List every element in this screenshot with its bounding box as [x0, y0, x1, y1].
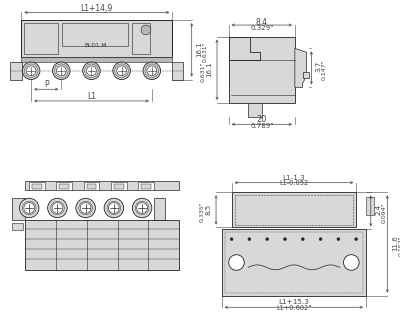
- Text: 11.6: 11.6: [392, 235, 398, 251]
- Text: L1: L1: [87, 92, 96, 101]
- Bar: [248, 103, 262, 117]
- Bar: [87, 184, 96, 188]
- Circle shape: [344, 255, 359, 270]
- Circle shape: [80, 203, 91, 213]
- Polygon shape: [229, 37, 260, 60]
- Polygon shape: [295, 48, 306, 87]
- Circle shape: [48, 198, 67, 218]
- Bar: [56, 182, 72, 189]
- Text: 2.4: 2.4: [376, 204, 382, 215]
- Text: 0.631": 0.631": [201, 61, 206, 82]
- Circle shape: [56, 66, 66, 75]
- Circle shape: [52, 62, 70, 79]
- Circle shape: [52, 203, 63, 213]
- Circle shape: [108, 203, 119, 213]
- Circle shape: [24, 203, 34, 213]
- Bar: [172, 62, 183, 79]
- Circle shape: [113, 62, 130, 79]
- Circle shape: [301, 238, 304, 240]
- Circle shape: [230, 238, 233, 240]
- Text: L1+14,9: L1+14,9: [81, 4, 113, 13]
- Circle shape: [337, 238, 340, 240]
- Text: 0.094": 0.094": [382, 202, 387, 223]
- Text: L1-0.052: L1-0.052: [279, 180, 308, 186]
- Bar: [25, 220, 179, 270]
- Text: 0.335": 0.335": [200, 201, 205, 222]
- Bar: [225, 232, 363, 293]
- Bar: [24, 23, 58, 54]
- Text: 16.1: 16.1: [206, 61, 212, 77]
- Bar: [111, 182, 126, 189]
- Bar: [132, 23, 150, 54]
- Bar: [25, 181, 179, 190]
- Text: 0.789": 0.789": [250, 123, 274, 129]
- Circle shape: [355, 238, 358, 240]
- Bar: [138, 182, 154, 189]
- Bar: [222, 229, 366, 296]
- Bar: [84, 182, 99, 189]
- Bar: [12, 198, 25, 220]
- Circle shape: [319, 238, 322, 240]
- Bar: [22, 57, 172, 62]
- Bar: [154, 222, 164, 230]
- Bar: [32, 184, 42, 188]
- Text: 0.329": 0.329": [250, 25, 274, 31]
- Text: 3.7: 3.7: [315, 60, 321, 71]
- Circle shape: [83, 62, 100, 79]
- Circle shape: [266, 238, 269, 240]
- Text: L1+15.3: L1+15.3: [278, 299, 309, 305]
- Text: P: P: [44, 80, 48, 89]
- Circle shape: [22, 62, 40, 79]
- Circle shape: [137, 203, 148, 213]
- Circle shape: [26, 66, 36, 75]
- Bar: [234, 195, 353, 224]
- Text: 20: 20: [256, 115, 267, 124]
- Text: L1-1.3: L1-1.3: [282, 175, 305, 181]
- Circle shape: [284, 238, 286, 240]
- Circle shape: [141, 25, 151, 35]
- Text: 8.4: 8.4: [256, 18, 268, 27]
- Bar: [154, 198, 166, 220]
- Text: 16.1: 16.1: [196, 41, 202, 57]
- Text: 0.147": 0.147": [322, 59, 326, 80]
- Text: L1+0.602": L1+0.602": [276, 305, 312, 311]
- Circle shape: [229, 255, 244, 270]
- Circle shape: [147, 66, 157, 75]
- Bar: [232, 192, 356, 227]
- Bar: [229, 37, 295, 103]
- Circle shape: [87, 66, 96, 75]
- Text: 0.631": 0.631": [203, 41, 208, 62]
- Bar: [12, 222, 23, 230]
- Polygon shape: [303, 72, 310, 77]
- Bar: [366, 197, 374, 215]
- Bar: [114, 184, 124, 188]
- Circle shape: [143, 62, 160, 79]
- Bar: [10, 62, 22, 79]
- Bar: [29, 182, 45, 189]
- Circle shape: [248, 238, 251, 240]
- Bar: [22, 20, 172, 57]
- Text: 0.157": 0.157": [398, 235, 400, 256]
- Circle shape: [104, 198, 124, 218]
- Text: 8.5: 8.5: [205, 203, 211, 214]
- Circle shape: [132, 198, 152, 218]
- Circle shape: [117, 66, 126, 75]
- Bar: [62, 23, 128, 46]
- Circle shape: [20, 198, 39, 218]
- Bar: [59, 184, 69, 188]
- Bar: [141, 184, 151, 188]
- Text: BLD1.M: BLD1.M: [84, 43, 106, 48]
- Circle shape: [76, 198, 95, 218]
